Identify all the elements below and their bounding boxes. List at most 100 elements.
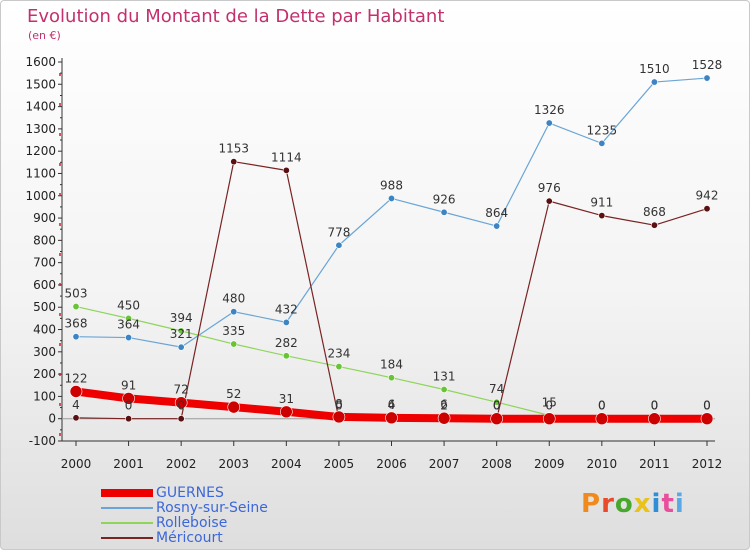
brand-letter: t [661, 489, 675, 519]
point-mericourt [282, 166, 290, 174]
point-rolleboise [72, 303, 80, 311]
legend-item-guernes: GUERNES [101, 484, 268, 501]
point-rolleboise [335, 363, 343, 371]
data-label-rosny-sur-seine: 1510 [639, 62, 670, 76]
point-mericourt [72, 414, 80, 422]
data-label-mericourt: 942 [696, 189, 719, 203]
point-guernes [437, 411, 451, 425]
y-tick-label: 1500 [25, 77, 56, 91]
x-tick-label: 2005 [324, 457, 355, 471]
y-tick-label: 600 [33, 278, 56, 292]
data-label-guernes: 72 [174, 383, 189, 397]
point-rosny-sur-seine [545, 119, 553, 127]
x-tick-label: 2011 [639, 457, 670, 471]
data-label-rolleboise: 234 [327, 347, 350, 361]
point-mericourt [545, 197, 553, 205]
data-label-guernes: 0 [545, 399, 553, 413]
x-tick-label: 2009 [534, 457, 565, 471]
point-guernes [490, 412, 503, 426]
data-label-rosny-sur-seine: 364 [117, 318, 140, 332]
point-mericourt [703, 205, 711, 213]
brand-letter: o [614, 489, 634, 519]
point-guernes [700, 412, 714, 426]
data-label-mericourt: 911 [590, 196, 613, 210]
point-rolleboise [282, 352, 290, 360]
point-guernes [385, 411, 398, 425]
data-label-rosny-sur-seine: 778 [327, 225, 350, 239]
point-rosny-sur-seine [650, 78, 658, 86]
data-label-mericourt: 868 [643, 205, 666, 219]
data-label-rolleboise: 131 [433, 370, 456, 384]
data-label-rolleboise: 0 [703, 399, 711, 413]
data-label-rosny-sur-seine: 988 [380, 178, 403, 192]
data-label-rosny-sur-seine: 321 [170, 327, 193, 341]
legend-swatch-mericourt [101, 536, 153, 539]
point-rolleboise [177, 327, 185, 335]
y-tick-label: 1100 [25, 166, 56, 180]
legend: GUERNES Rosny-sur-Seine Rolleboise Méric… [101, 484, 268, 546]
point-mericourt [177, 415, 185, 423]
chart-subtitle: (en €) [28, 29, 61, 42]
data-label-rolleboise: 15 [542, 395, 557, 409]
point-rolleboise [125, 314, 133, 322]
point-rolleboise [387, 374, 395, 382]
brand-letter: r [601, 489, 615, 519]
data-label-mericourt: 0 [177, 399, 185, 413]
y-tick-label: 700 [33, 256, 56, 270]
y-tick-label: 1400 [25, 100, 56, 114]
legend-label-rosny-sur-seine: Rosny-sur-Seine [156, 499, 268, 516]
legend-label-rolleboise: Rolleboise [156, 514, 228, 531]
point-rosny-sur-seine [703, 74, 711, 82]
y-tick-label: 1000 [25, 189, 56, 203]
y-tick-label: 1600 [25, 55, 56, 69]
data-label-mericourt: 0 [125, 399, 133, 413]
y-tick-label: -100 [29, 434, 56, 448]
data-label-rolleboise: 394 [170, 311, 193, 325]
y-tick-label: 300 [33, 345, 56, 359]
data-label-guernes: 91 [121, 378, 136, 392]
data-label-rosny-sur-seine: 1528 [692, 58, 723, 72]
x-tick-label: 2002 [166, 457, 197, 471]
data-label-rosny-sur-seine: 432 [275, 302, 298, 316]
x-tick-label: 2012 [692, 457, 723, 471]
legend-item-rolleboise: Rolleboise [101, 514, 268, 531]
data-label-guernes: 31 [279, 392, 294, 406]
y-tick-label: 500 [33, 300, 56, 314]
data-label-mericourt: 6 [388, 397, 396, 411]
point-guernes [122, 392, 135, 405]
data-label-mericourt: 976 [538, 181, 561, 195]
data-label-guernes: 2 [440, 398, 448, 412]
data-label-rosny-sur-seine: 926 [433, 192, 456, 206]
legend-item-rosny-sur-seine: Rosny-sur-Seine [101, 499, 268, 516]
point-rosny-sur-seine [72, 333, 80, 341]
chart-title: Evolution du Montant de la Dette par Hab… [27, 6, 445, 27]
point-guernes [227, 400, 241, 414]
data-label-guernes: 0 [651, 399, 659, 413]
series-line-rosny-sur-seine [75, 77, 708, 348]
brand-letter: i [651, 489, 662, 519]
data-label-rosny-sur-seine: 864 [485, 206, 508, 220]
legend-label-guernes: GUERNES [156, 484, 224, 501]
data-label-mericourt: 0 [493, 399, 501, 413]
data-label-guernes: 0 [703, 399, 711, 413]
data-label-rosny-sur-seine: 480 [222, 292, 245, 306]
data-label-rolleboise: 74 [489, 382, 504, 396]
brand-letter: i [674, 489, 685, 519]
x-tick-label: 2008 [481, 457, 512, 471]
data-label-guernes: 52 [226, 387, 241, 401]
point-guernes [595, 412, 609, 426]
point-rolleboise [440, 386, 448, 394]
legend-label-mericourt: Méricourt [156, 529, 223, 546]
point-rosny-sur-seine [125, 334, 133, 342]
point-guernes [648, 412, 661, 426]
point-rosny-sur-seine [598, 139, 606, 147]
y-tick-label: 100 [33, 389, 56, 403]
point-rosny-sur-seine [230, 308, 238, 316]
data-label-mericourt: 0 [335, 399, 343, 413]
series-points [69, 74, 714, 426]
point-mericourt [598, 212, 606, 220]
y-tick-label: 0 [48, 412, 56, 426]
data-label-rolleboise: 184 [380, 358, 403, 372]
x-tick-label: 2001 [113, 457, 144, 471]
